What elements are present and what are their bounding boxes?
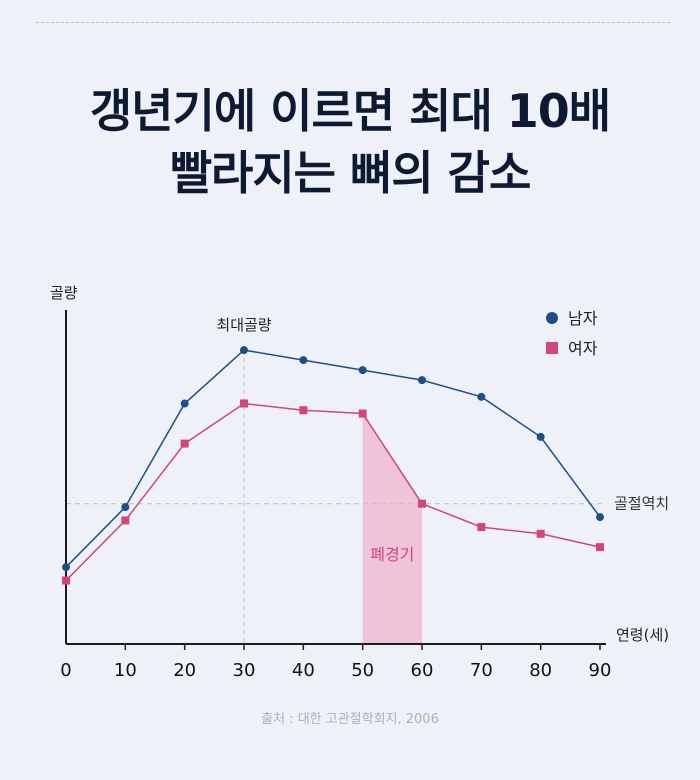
data-point-female [418,499,426,508]
fracture-threshold-label: 골절역치 [614,495,669,513]
x-tick-label: 80 [529,660,552,681]
series-line-male [65,349,601,568]
data-point-male [596,513,604,522]
data-point-male [418,376,426,385]
top-divider [36,22,670,23]
x-tick-label: 20 [173,660,196,681]
title-line-1: 갱년기에 이르면 최대 10배 [89,84,611,138]
x-tick-label: 30 [233,660,256,681]
page-title: 갱년기에 이르면 최대 10배 빨라지는 뼈의 감소 [0,80,700,204]
data-point-male [121,503,130,512]
data-point-male [536,432,545,441]
menopause-region [362,413,422,644]
data-point-female [62,576,70,585]
data-point-female [536,529,545,538]
data-point-female [240,399,248,408]
data-point-female [121,516,130,525]
x-tick-label: 70 [470,660,493,681]
x-tick-label: 90 [589,660,612,681]
x-tick-label: 10 [114,660,137,681]
legend-marker-male [546,312,558,324]
chart-series-layer [62,346,604,585]
x-axis-label: 연령(세) [616,626,669,644]
y-axis-label: 골량 [50,284,78,302]
data-point-female [299,406,308,415]
chart-axes-layer [65,310,606,650]
data-point-female [180,439,189,448]
series-line-female [65,402,601,582]
data-point-male [358,366,367,375]
data-point-male [299,356,308,365]
chart-guides-layer [66,350,606,644]
legend-label-male: 남자 [568,309,598,328]
data-point-male [240,346,248,355]
data-point-male [62,563,70,572]
data-point-male [180,399,189,408]
data-point-female [596,543,604,552]
data-point-male [477,392,486,401]
x-tick-label: 50 [351,660,374,681]
data-point-female [477,523,486,532]
peak-label: 최대골량 [216,316,271,334]
legend-marker-female [546,342,558,354]
x-tick-label: 0 [60,660,71,681]
x-tick-label: 60 [411,660,434,681]
menopause-label: 폐경기 [370,545,414,564]
chart-fill-layer [362,413,422,644]
legend-label-female: 여자 [568,339,598,358]
title-line-2: 빨라지는 뼈의 감소 [169,146,532,200]
x-tick-label: 40 [292,660,315,681]
source-note: 출처 : 대한 고관절학회지, 2006 [261,712,439,727]
data-point-female [358,409,367,418]
